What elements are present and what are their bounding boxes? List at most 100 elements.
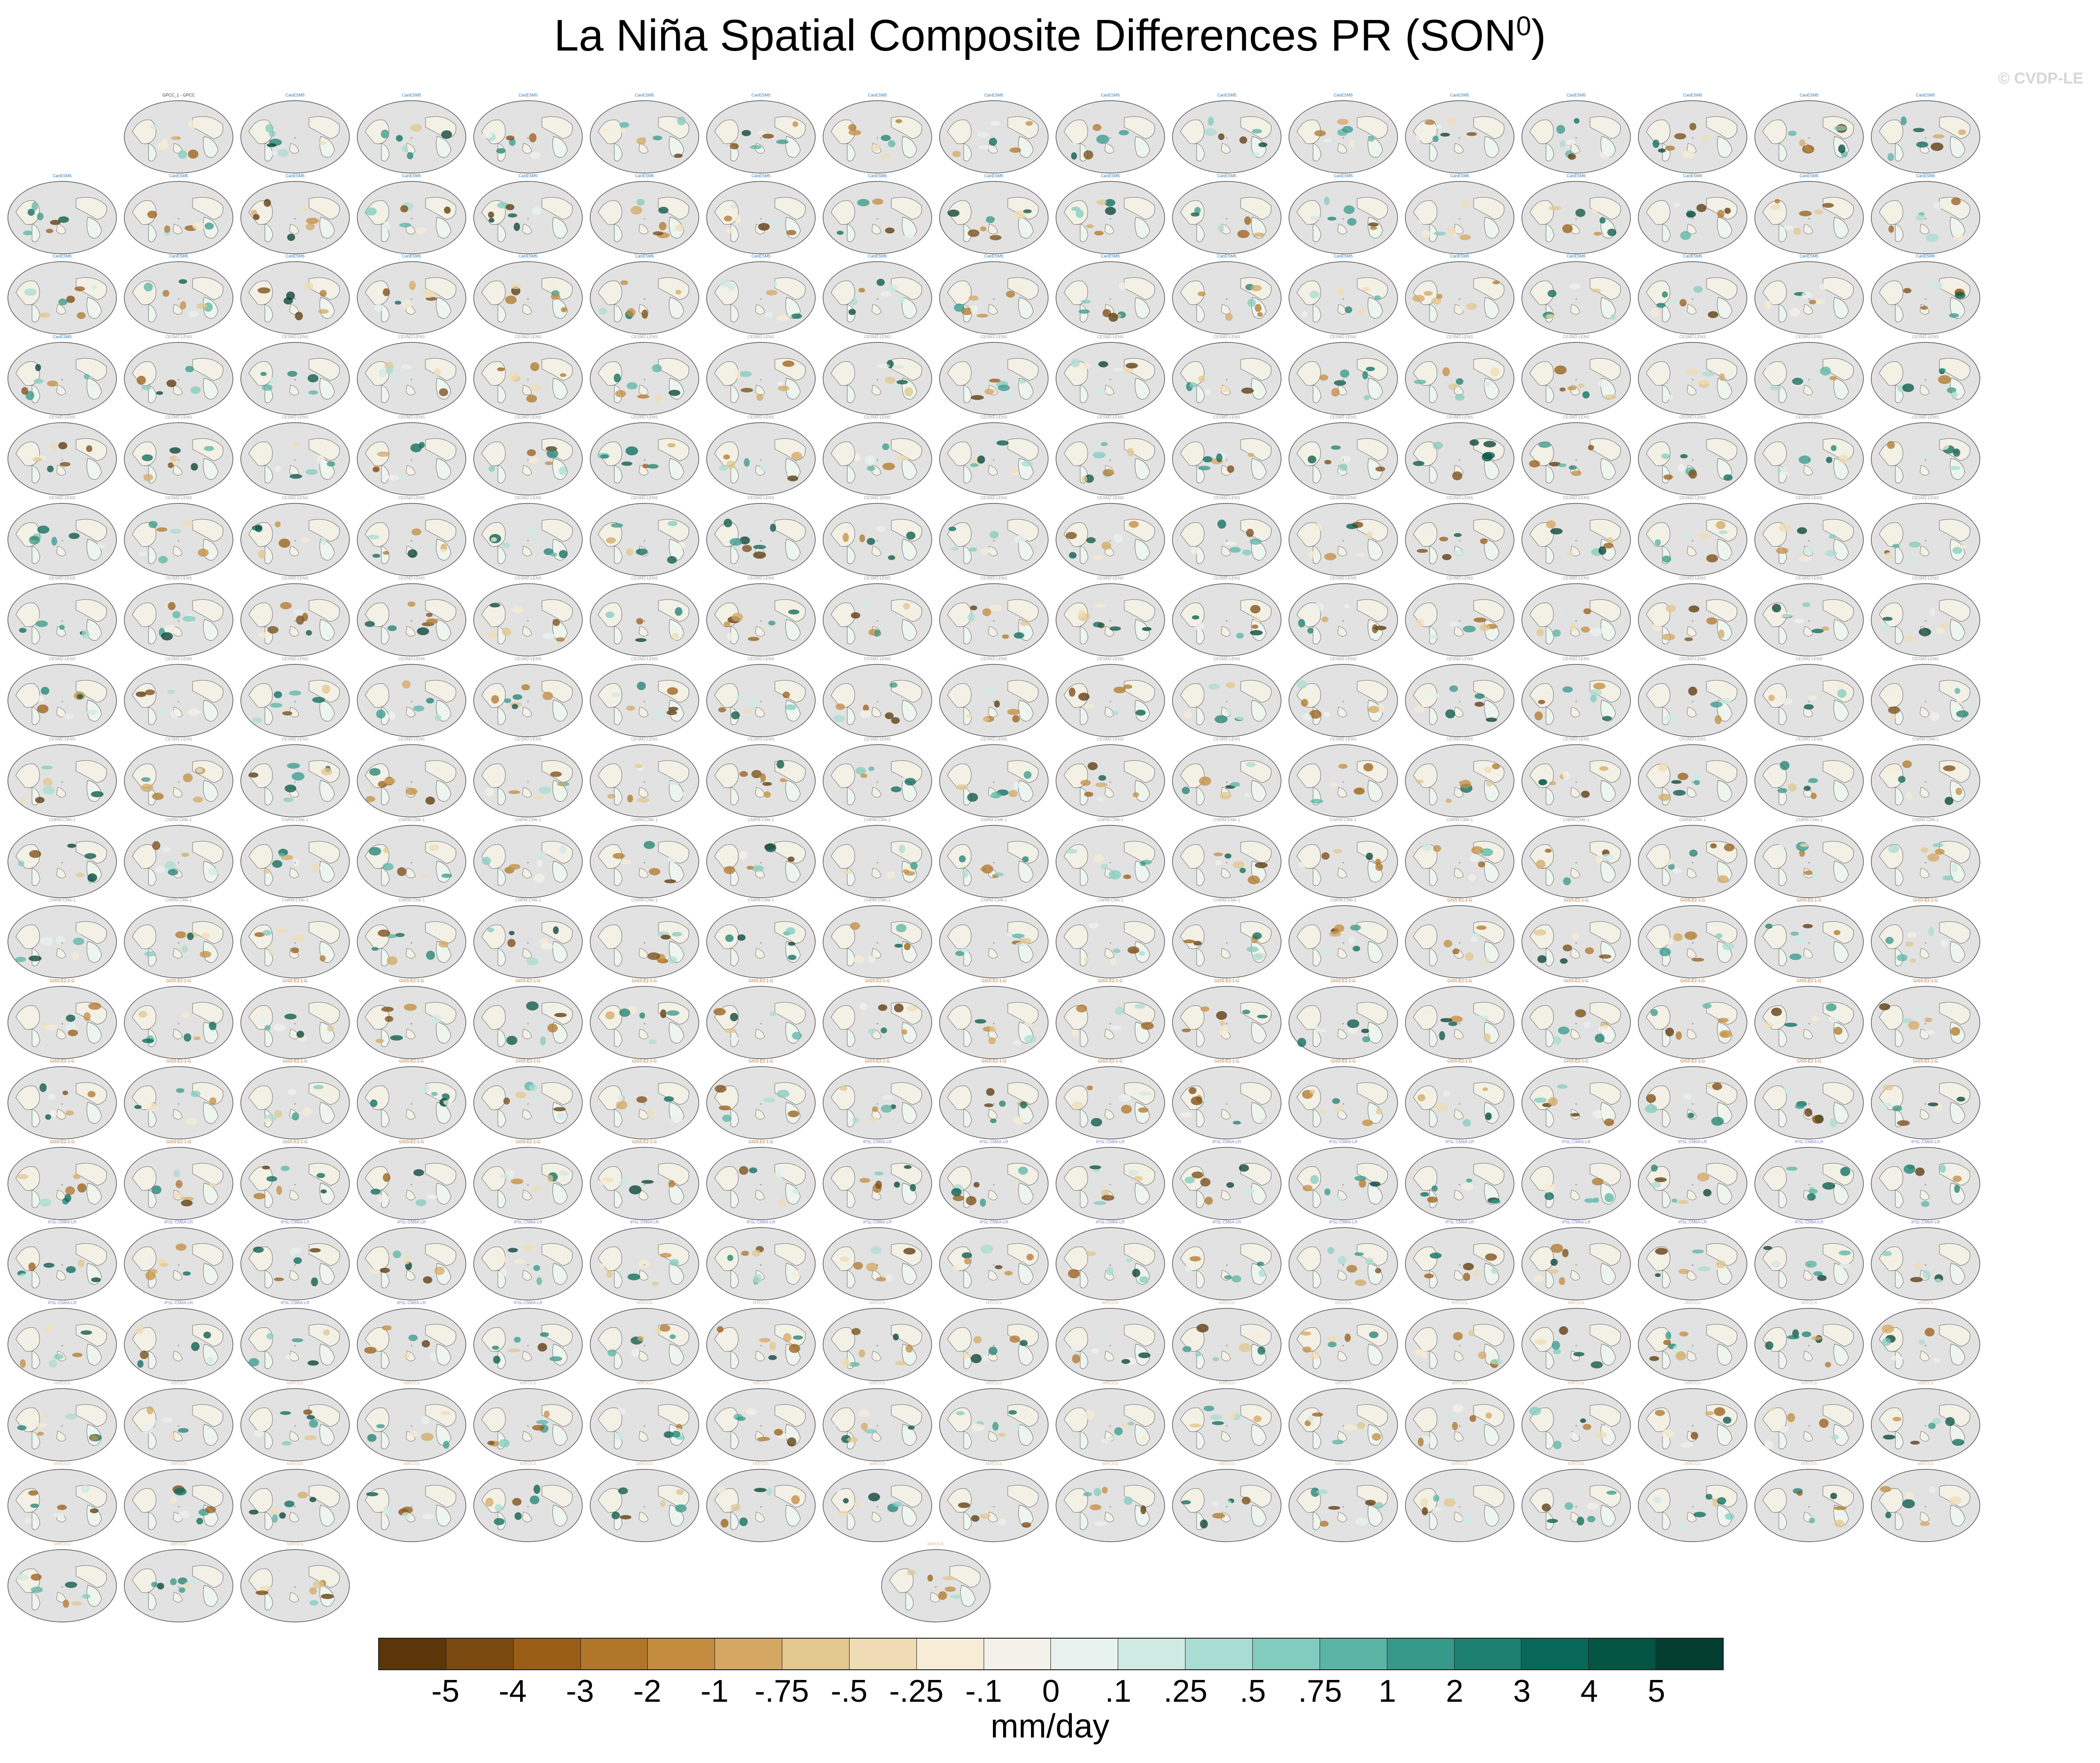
map-panel: CESM2-LENS +: [1753, 335, 1865, 417]
svg-text:+: +: [1925, 1263, 1927, 1267]
panel-title: CESM2-LENS: [282, 334, 309, 339]
svg-text:+: +: [1459, 619, 1461, 623]
svg-text:+: +: [876, 378, 879, 382]
svg-text:+: +: [527, 861, 529, 865]
map-panel: CESM2-LENS +: [589, 335, 700, 417]
panel-title: IPSL-CM6A-LR: [1911, 1220, 1940, 1224]
map-panel: MIROC6 +: [938, 1381, 1050, 1463]
map-panel: CESM2-LENS +: [1288, 576, 1399, 658]
svg-text:+: +: [61, 1505, 64, 1509]
svg-text:+: +: [178, 217, 180, 221]
svg-text:+: +: [760, 378, 762, 382]
panel-title: GISS-E2-1-G: [1564, 898, 1589, 902]
panel-title: CESM2-LENS: [1679, 576, 1706, 580]
panel-title: IPSL-CM6A-LR: [164, 1300, 193, 1305]
panel-title: MIROC6: [1218, 1381, 1235, 1385]
panel-title: MIROC6: [520, 1461, 536, 1466]
panel-title: GISS-E2-1-G: [166, 978, 191, 983]
panel-title: CNRM-CM6-1: [1213, 817, 1240, 822]
colorbar-tick-label: 3: [1513, 1673, 1531, 1709]
map-panel: CESM2-LENS +: [239, 415, 351, 497]
map-panel: MIROC6 +: [705, 1381, 817, 1463]
map-panel: GISS-E2-1-G +: [1288, 1059, 1399, 1141]
svg-text:+: +: [1459, 136, 1461, 140]
panel-title: MIROC6: [927, 1542, 944, 1546]
map-panel: CESM2-LENS +: [1171, 656, 1282, 739]
panel-title: CESM2-LENS: [631, 334, 658, 339]
panel-title: CanESM5: [868, 93, 887, 97]
panel-title: CanESM5: [1566, 93, 1586, 97]
map-panel: CanESM5 +: [6, 174, 118, 256]
map-panel: CESM2-LENS +: [1637, 576, 1748, 658]
map-panel: MIROC6 +: [1520, 1381, 1632, 1463]
colorbar-box: [916, 1639, 984, 1669]
map-panel: CanESM5 +: [1171, 174, 1282, 256]
map-panel: IPSL-CM6A-LR +: [938, 1139, 1050, 1222]
svg-text:+: +: [527, 1344, 529, 1348]
panel-title: CESM2-LENS: [1097, 415, 1124, 419]
svg-text:+: +: [993, 1424, 995, 1428]
svg-text:+: +: [294, 1424, 296, 1428]
map-panel: CNRM-CM6-1 +: [1637, 817, 1748, 900]
map-panel: CESM2-LENS +: [705, 495, 817, 578]
panel-title: IPSL-CM6A-LR: [397, 1300, 426, 1305]
svg-text:+: +: [411, 1263, 413, 1267]
panel-title: MIROC6: [753, 1381, 769, 1385]
svg-text:+: +: [644, 1505, 646, 1509]
panel-title: CESM2-LENS: [165, 334, 192, 339]
panel-title: CanESM5: [1799, 254, 1819, 258]
panel-title: GISS-E2-1-G: [1331, 1059, 1356, 1063]
svg-text:+: +: [1808, 217, 1810, 221]
svg-text:+: +: [993, 136, 995, 140]
panel-title: CanESM5: [1101, 93, 1120, 97]
panel-title: CESM2-LENS: [398, 334, 425, 339]
map-panel: MIROC6 +: [822, 1381, 933, 1463]
colorbar-tick-label: .25: [1163, 1673, 1208, 1709]
panel-title: CESM2-LENS: [1912, 495, 1939, 500]
panel-title: CESM2-LENS: [1796, 334, 1823, 339]
svg-text:+: +: [760, 1183, 762, 1187]
map-panel: CESM2-LENS +: [589, 576, 700, 658]
svg-text:+: +: [61, 1263, 64, 1267]
svg-text:+: +: [294, 1022, 296, 1026]
map-panel: GISS-E2-1-G +: [705, 1059, 817, 1141]
map-panel: CanESM5 +: [6, 335, 118, 417]
panel-title: CESM2-LENS: [1330, 576, 1357, 580]
map-panel: CESM2-LENS +: [705, 576, 817, 658]
map-panel: GISS-E2-1-G +: [123, 1059, 234, 1141]
panel-title: CESM2-LENS: [631, 415, 658, 419]
svg-text:+: +: [178, 297, 180, 301]
svg-text:+: +: [1342, 136, 1345, 140]
panel-title: MIROC6: [1801, 1381, 1817, 1385]
map-panel: GISS-E2-1-G +: [1171, 978, 1282, 1061]
svg-text:+: +: [1808, 378, 1810, 382]
panel-title: IPSL-CM6A-LR: [746, 1220, 775, 1224]
svg-text:+: +: [1459, 297, 1461, 301]
svg-text:+: +: [876, 1263, 879, 1267]
svg-text:+: +: [1575, 378, 1578, 382]
svg-text:+: +: [294, 1344, 296, 1348]
map-panel: GISS-E2-1-G +: [1637, 1059, 1748, 1141]
panel-title: GISS-E2-1-G: [748, 978, 773, 983]
map-panel: CESM2-LENS +: [589, 415, 700, 497]
svg-text:+: +: [644, 1183, 646, 1187]
svg-text:+: +: [876, 619, 879, 623]
map-panel: MIROC6 +: [589, 1461, 700, 1544]
map-panel: CESM2-LENS +: [6, 576, 118, 658]
panel-title: GISS-E2-1-G: [1214, 978, 1239, 983]
map-panel: CanESM5 +: [472, 254, 584, 336]
svg-text:+: +: [1342, 700, 1345, 704]
svg-text:+: +: [760, 1102, 762, 1106]
panel-title: CESM2-LENS: [1213, 415, 1240, 419]
map-panel: CNRM-CM6-1 +: [1520, 817, 1632, 900]
map-panel: CESM2-LENS +: [356, 335, 467, 417]
panel-title: IPSL-CM6A-LR: [630, 1220, 659, 1224]
panel-title: GISS-E2-1-G: [1680, 1059, 1705, 1063]
map-panel: CanESM5 +: [1753, 93, 1865, 175]
svg-text:+: +: [876, 1344, 879, 1348]
map-panel: CanESM5 +: [589, 93, 700, 175]
panel-title: GISS-E2-1-G: [865, 1059, 890, 1063]
svg-text:+: +: [411, 700, 413, 704]
colorbar-tick-label: -.25: [889, 1673, 944, 1709]
map-panel: CESM2-LENS +: [1520, 415, 1632, 497]
